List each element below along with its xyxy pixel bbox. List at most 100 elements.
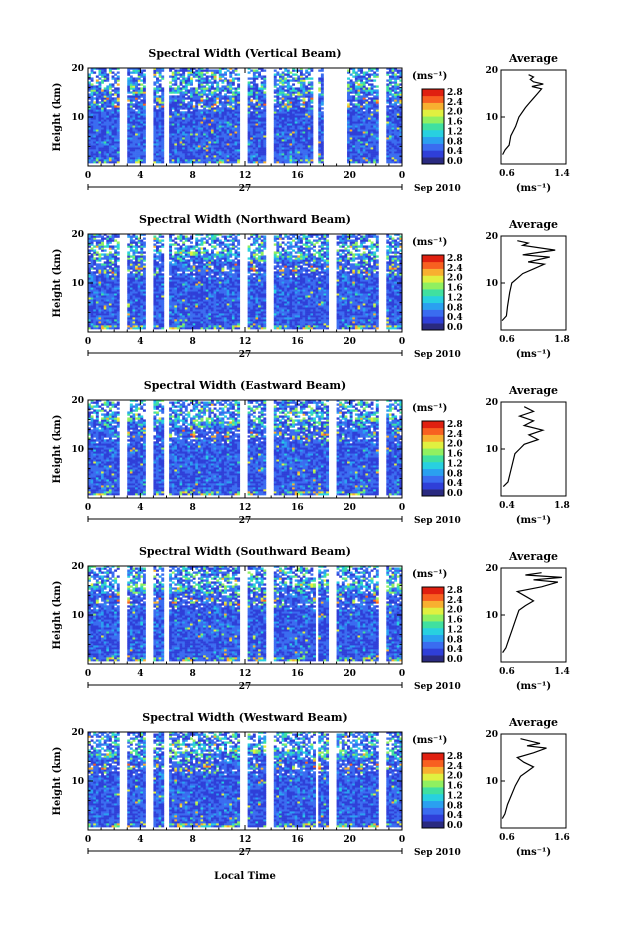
profile-y-tick-label: 10 — [485, 777, 498, 787]
colorbar-tick-label: 2.8 — [447, 420, 463, 430]
colorbar-swatch — [422, 150, 444, 158]
colorbar-swatch — [422, 268, 444, 276]
colorbar — [421, 752, 445, 829]
x-tick-label: 0 — [399, 171, 405, 181]
x-tick-label: 0 — [399, 669, 405, 679]
x-tick-label: 8 — [190, 503, 196, 513]
colorbar-frame — [421, 420, 445, 497]
colorbar-swatch — [422, 102, 444, 110]
date-label: Sep 2010 — [414, 682, 461, 692]
colorbar-swatch — [422, 157, 444, 165]
y-tick-label: 10 — [71, 445, 84, 455]
profile-frame — [500, 401, 567, 497]
colorbar-swatch — [422, 787, 444, 795]
profile-x-tick-label: 1.4 — [554, 169, 570, 179]
colorbar-tick-label: 0.8 — [447, 137, 463, 147]
x-tick-label: 16 — [291, 171, 304, 181]
colorbar-tick-label: 1.6 — [447, 616, 463, 626]
colorbar-tick-label: 0.4 — [447, 811, 463, 821]
colorbar-tick-label: 2.8 — [447, 752, 463, 762]
colorbar-swatch — [422, 793, 444, 802]
colorbar-swatch — [422, 621, 444, 629]
colorbar-swatch — [422, 461, 444, 470]
colorbar-swatch — [422, 468, 444, 476]
profile-line — [501, 738, 547, 819]
colorbar-swatch — [422, 143, 444, 151]
colorbar-tick-label: 2.8 — [447, 586, 463, 596]
profile-unit: (ms⁻¹) — [516, 515, 551, 526]
profile-y-tick-label: 20 — [485, 398, 498, 408]
colorbar-tick-label: 0.4 — [447, 479, 463, 489]
y-tick-label: 20 — [71, 230, 84, 240]
day-label: 27 — [239, 848, 252, 858]
colorbar-tick-label: 2.4 — [447, 98, 463, 108]
y-tick-label: 20 — [71, 64, 84, 74]
colorbar-swatch — [422, 289, 444, 297]
colorbar-swatch — [422, 773, 444, 781]
colorbar-frame — [421, 586, 445, 663]
y-axis-label: Height (km) — [52, 83, 63, 152]
colorbar-swatch — [422, 129, 444, 138]
colorbar-swatch — [422, 427, 444, 435]
panel-title: Spectral Width (Vertical Beam) — [148, 47, 341, 60]
profile-frame — [500, 733, 567, 829]
colorbar-swatch — [422, 766, 444, 774]
colorbar-unit: (ms⁻¹) — [412, 237, 447, 248]
x-tick-label: 4 — [137, 503, 143, 513]
average-profile: Average 10 20 0.6 1.6(ms⁻¹) — [485, 716, 569, 858]
x-tick-label: 16 — [291, 835, 304, 845]
x-tick-label: 0 — [85, 171, 91, 181]
y-tick-label: 10 — [71, 113, 84, 123]
average-title: Average — [508, 550, 558, 563]
date-label: Sep 2010 — [414, 350, 461, 360]
colorbar-swatch — [422, 136, 444, 144]
date-label: Sep 2010 — [414, 184, 461, 194]
x-tick-label: 12 — [239, 835, 252, 845]
colorbar-tick-label: 2.0 — [447, 274, 463, 284]
colorbar-swatch — [422, 475, 444, 483]
colorbar-swatch — [422, 807, 444, 815]
profile-y-tick-label: 10 — [485, 113, 498, 123]
x-tick-label: 20 — [343, 503, 356, 513]
colorbar-swatch — [422, 309, 444, 317]
x-tick-label: 4 — [137, 835, 143, 845]
profile-y-tick-label: 10 — [485, 279, 498, 289]
y-axis-label: Height (km) — [52, 249, 63, 318]
colorbar-swatch — [422, 587, 444, 595]
colorbar-tick-label: 1.2 — [447, 625, 463, 635]
heatmap — [88, 399, 403, 496]
colorbar-swatch — [422, 753, 444, 761]
profile-frame — [500, 235, 567, 331]
colorbar-swatch — [422, 109, 444, 117]
colorbar-tick-label: 2.4 — [447, 264, 463, 274]
colorbar-swatch — [422, 759, 444, 767]
colorbar-tick-label: 1.6 — [447, 782, 463, 792]
colorbar-frame — [421, 752, 445, 829]
profile-y-tick-label: 10 — [485, 611, 498, 621]
profile-y-tick-label: 20 — [485, 730, 498, 740]
profile-x-tick-label: 0.4 — [499, 501, 515, 511]
average-profile: Average 10 20 0.4 1.8(ms⁻¹) — [485, 384, 569, 526]
colorbar-swatch — [422, 780, 444, 788]
profile-x-tick-label: 1.4 — [554, 667, 570, 677]
colorbar-swatch — [422, 800, 444, 808]
colorbar-tick-label: 0.0 — [447, 323, 463, 333]
average-profile: Average 10 20 0.6 1.4(ms⁻¹) — [485, 550, 569, 692]
profile-y-tick-label: 20 — [485, 564, 498, 574]
x-tick-label: 8 — [190, 337, 196, 347]
day-label: 27 — [239, 184, 252, 194]
colorbar-tick-label: 1.2 — [447, 791, 463, 801]
colorbar-swatch — [422, 89, 444, 97]
profile-x-tick-label: 0.6 — [499, 169, 515, 179]
profile-line — [502, 74, 544, 155]
colorbar-tick-label: 2.4 — [447, 596, 463, 606]
panel-title: Spectral Width (Westward Beam) — [142, 711, 347, 724]
colorbar-swatch — [422, 275, 444, 283]
colorbar-swatch — [422, 295, 444, 304]
heatmap — [88, 67, 403, 164]
profile-unit: (ms⁻¹) — [516, 847, 551, 858]
colorbar-unit: (ms⁻¹) — [412, 569, 447, 580]
x-tick-label: 4 — [137, 337, 143, 347]
x-tick-label: 12 — [239, 503, 252, 513]
